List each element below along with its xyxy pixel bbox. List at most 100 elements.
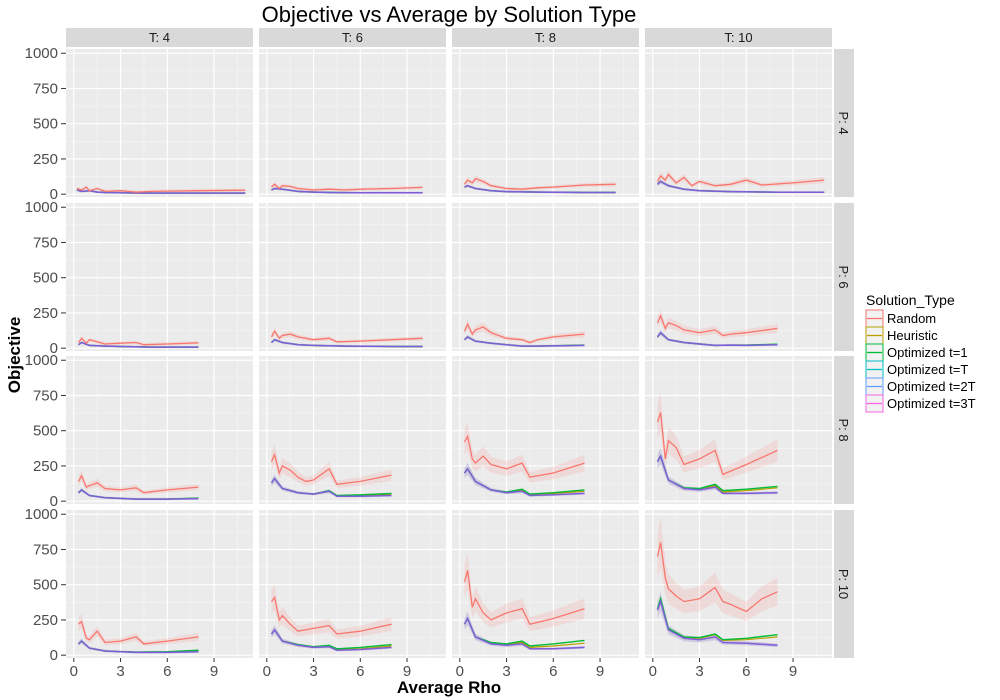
y-tick-label: 0	[50, 493, 58, 510]
random-line	[77, 474, 199, 494]
random-line	[76, 186, 246, 193]
column-strip	[452, 28, 639, 47]
row-strip-label: P: 6	[836, 265, 851, 288]
random-line	[78, 620, 199, 645]
row-strip	[834, 510, 854, 658]
y-tick-label: 250	[33, 151, 58, 168]
series-group-r1-c3	[656, 308, 778, 347]
legend-title: Solution_Type	[866, 292, 955, 308]
legend-label: Optimized t=2T	[887, 379, 976, 394]
random-line	[656, 314, 778, 337]
optimized-t3t-line	[656, 454, 778, 495]
panel-r0-c0	[66, 49, 253, 197]
optimized-t3t-line	[463, 335, 585, 347]
series-group-r1-c0	[77, 336, 199, 349]
panel-r2-c2	[452, 356, 639, 504]
panel-r0-c1	[259, 49, 446, 197]
series-group-r2-c0	[77, 470, 199, 501]
legend-item: Random	[865, 309, 936, 328]
random-ribbon	[464, 318, 585, 345]
column-strip-label: T: 8	[535, 30, 556, 45]
legend-label: Optimized t=T	[887, 362, 968, 377]
x-tick-label: 0	[456, 663, 464, 680]
legend-label: Random	[887, 311, 936, 326]
y-tick-label: 1000	[25, 45, 58, 62]
y-tick-label: 500	[33, 116, 58, 133]
optimized-t3t-line	[77, 488, 199, 500]
optimized-t3t-line	[656, 180, 825, 193]
panel-r3-c1	[259, 510, 446, 658]
panel-background	[66, 49, 253, 197]
random-line	[656, 412, 778, 476]
random-line	[270, 452, 392, 486]
y-tick-label: 250	[33, 458, 58, 475]
optimized-t3t-line	[270, 477, 392, 497]
legend-items: Random Heuristic Optimized t=1 Optimized t=…	[865, 309, 976, 413]
optimized-ribbon	[657, 179, 825, 194]
x-tick-label: 9	[403, 663, 411, 680]
random-ribbon	[657, 392, 778, 481]
x-axis-label: Average Rho	[397, 678, 501, 697]
panel-background	[452, 49, 639, 197]
column-strip	[259, 28, 446, 47]
row-strip	[834, 49, 854, 197]
legend-label: Optimized t=1	[887, 345, 968, 360]
random-ribbon	[78, 613, 199, 647]
x-tick-label: 9	[210, 663, 218, 680]
row-strip-label: P: 4	[836, 111, 851, 134]
row-strip-label: P: 8	[836, 418, 851, 441]
row-strip	[834, 203, 854, 351]
series-group-r2-c2	[463, 422, 585, 497]
legend: Solution_Type Random Heuristic Optimized t…	[865, 292, 976, 413]
optimized-t3t-line	[270, 338, 423, 348]
x-tick-label: 6	[742, 663, 750, 680]
random-ribbon	[657, 517, 778, 622]
random-ribbon	[464, 422, 585, 483]
y-tick-label: 750	[33, 80, 58, 97]
y-tick-label: 1000	[25, 199, 58, 216]
y-tick-label: 750	[33, 387, 58, 404]
random-ribbon	[464, 175, 616, 191]
series-group-r2-c1	[270, 444, 392, 498]
panel-background	[259, 203, 446, 351]
x-tick-label: 0	[649, 663, 657, 680]
x-tick-label: 3	[116, 663, 124, 680]
panel-r1-c3	[645, 203, 832, 351]
legend-item: Optimized t=T	[865, 360, 968, 379]
panel-r3-c0	[66, 510, 253, 658]
y-tick-label: 500	[33, 423, 58, 440]
y-tick-label: 1000	[25, 506, 58, 523]
panel-r1-c1	[259, 203, 446, 351]
legend-label: Optimized t=3T	[887, 396, 976, 411]
column-strips: T: 4 T: 6 T: 8 T: 10	[66, 28, 832, 47]
optimized-t3t-line	[464, 184, 616, 194]
random-line	[270, 595, 392, 635]
x-tick-label: 0	[263, 663, 271, 680]
x-tick-label: 6	[163, 663, 171, 680]
series-group-r3-c2	[463, 552, 585, 650]
panel-r2-c0	[66, 356, 253, 504]
optimized-t3t-line	[270, 628, 392, 651]
optimized-ribbon	[271, 474, 392, 498]
x-axes: 0 3 6 9 0 3 6 9 0 3 6 9 0 3 6 9	[70, 658, 797, 680]
y-axis-label: Objective	[5, 317, 24, 394]
optimized-t3t-line	[656, 599, 778, 647]
column-strip-label: T: 4	[149, 30, 170, 45]
random-line	[77, 337, 199, 346]
column-strip	[66, 28, 253, 47]
optimized-t3t-line	[656, 331, 778, 347]
x-tick-label: 3	[502, 663, 510, 680]
panel-r2-c1	[259, 356, 446, 504]
series-group-r0-c1	[271, 182, 423, 194]
column-strip-label: T: 6	[342, 30, 363, 45]
panel-r2-c3	[645, 356, 832, 504]
random-ribbon	[271, 584, 392, 639]
row-strips: P: 4 P: 6 P: 8 P: 10	[834, 49, 854, 658]
y-tick-label: 750	[33, 541, 58, 558]
y-tick-label: 750	[33, 234, 58, 251]
panel-r0-c2	[452, 49, 639, 197]
panel-r1-c0	[66, 203, 253, 351]
random-line	[463, 434, 585, 478]
series-group-r3-c0	[77, 613, 199, 654]
y-tick-label: 250	[33, 612, 58, 629]
